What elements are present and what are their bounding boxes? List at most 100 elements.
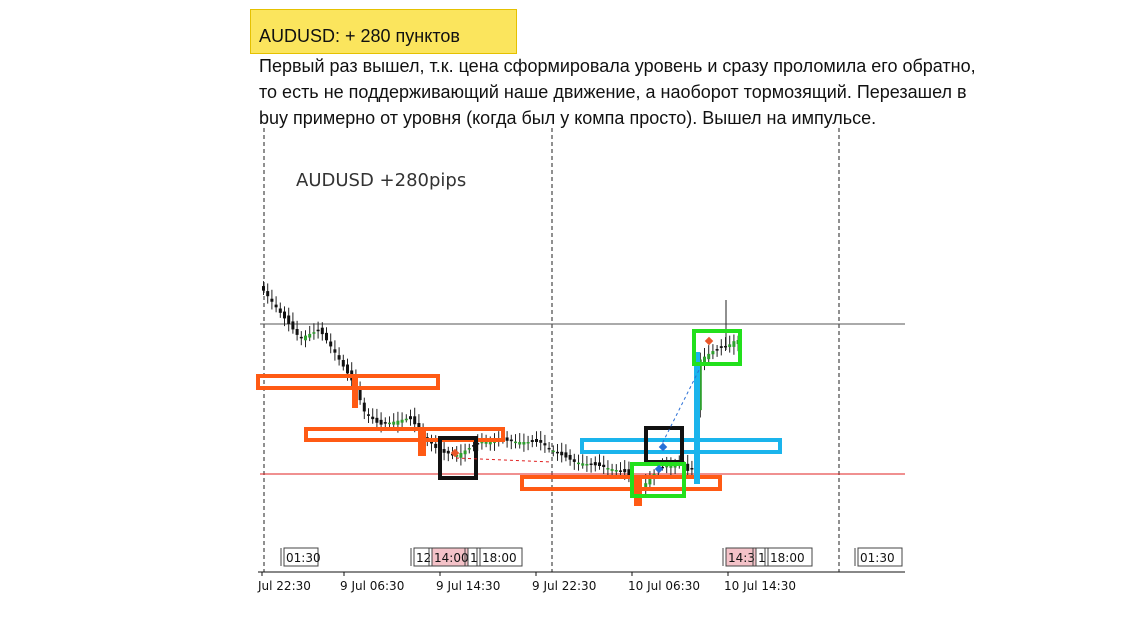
candle-body [341, 359, 345, 367]
candle-body [430, 441, 433, 444]
candle-body [270, 298, 274, 302]
candle-body [325, 332, 328, 341]
session-tag: 14:3 [728, 551, 755, 565]
support-zone [304, 427, 505, 442]
candle-body [530, 440, 534, 442]
x-axis-ticks: Jul 22:30 9 Jul 06:30 9 Jul 14:30 9 Jul 22:… [257, 572, 796, 593]
zones [256, 329, 782, 506]
session-tags: 01:30 12 14:00 1 18:00 14:3 1 18:00 01:30 [280, 547, 903, 567]
exit-marker [704, 336, 714, 346]
session-tag: 18:00 [482, 551, 517, 565]
session-tag: 01:30 [860, 551, 895, 565]
candle-body [392, 421, 396, 425]
session-tag-box [767, 547, 813, 567]
entry-box [438, 436, 478, 480]
candle-body [274, 304, 278, 308]
candle-body [543, 443, 547, 446]
candle-body [669, 464, 673, 468]
candle-body [278, 308, 282, 313]
breakout-bar [694, 352, 700, 484]
session-separators [263, 128, 840, 572]
session-tag-box [857, 547, 903, 567]
candle-body [308, 333, 312, 338]
trade-line [659, 367, 701, 449]
session-tag-box [479, 547, 523, 567]
session-tag: 14:00 [434, 551, 469, 565]
candle-body [463, 450, 467, 455]
candle-body [346, 364, 349, 374]
candle-body [304, 335, 307, 341]
candle-body [728, 344, 732, 348]
candle-body [266, 291, 270, 297]
candle-body [719, 346, 723, 348]
candle-body [661, 466, 664, 469]
candle-body [522, 442, 526, 445]
candle-body [467, 448, 471, 450]
candle-body [547, 447, 551, 450]
green-box [692, 329, 742, 366]
candle-body [358, 389, 362, 401]
green-box [630, 462, 686, 498]
candle-body [396, 420, 400, 425]
candle-body [614, 470, 618, 472]
candle-body [610, 469, 614, 471]
candle-body [455, 454, 459, 457]
support-zone [256, 374, 440, 390]
description-line: то есть не поддерживающий наше движение,… [259, 82, 967, 102]
candle-body [400, 419, 404, 423]
candle-body [535, 439, 538, 442]
trade-marks [450, 336, 714, 474]
session-tag: 18:00 [770, 551, 805, 565]
candle-body [488, 440, 492, 445]
candle-body [644, 483, 648, 491]
candle-body [287, 315, 291, 324]
support-zone-connector [418, 430, 426, 456]
candle-body [606, 468, 610, 470]
session-tag: 1 [758, 551, 766, 565]
candle-body [551, 450, 555, 453]
candle-body [690, 468, 694, 470]
candle-body [577, 462, 580, 465]
candle-body [698, 359, 702, 411]
candle-body [505, 437, 509, 441]
heading-highlight [250, 9, 517, 54]
x-tick-label: 10 Jul 14:30 [724, 579, 796, 593]
candle-body [333, 349, 337, 353]
candle-body [707, 353, 711, 360]
support-zone-connector [352, 378, 358, 408]
x-tick-label: 9 Jul 22:30 [532, 579, 596, 593]
candle-body [434, 443, 438, 448]
candle-body [283, 311, 286, 319]
candle-body [585, 463, 589, 466]
exit-marker [450, 448, 460, 458]
candle-body [291, 321, 295, 330]
candle-body [409, 416, 412, 420]
entry-marker [654, 464, 664, 474]
candle-body [602, 464, 606, 468]
candle-body [375, 417, 379, 423]
candle-body [526, 442, 530, 444]
candle-body [472, 445, 475, 447]
candle-body [446, 450, 450, 454]
candle-body [703, 356, 706, 363]
candle-body [623, 469, 627, 473]
candle-body [484, 441, 488, 444]
candle-body [518, 442, 522, 445]
candle-body [459, 452, 463, 458]
candle-body [556, 451, 559, 454]
candle-body [514, 441, 517, 444]
candle-body [686, 463, 690, 471]
candle-body [312, 332, 316, 334]
candle-body [509, 439, 513, 442]
candle-body [316, 329, 320, 332]
x-tick-label: 9 Jul 06:30 [340, 579, 404, 593]
candle-body [648, 478, 652, 485]
x-tick-label: Jul 22:30 [257, 579, 311, 593]
chart-title: AUDUSD +280pips [296, 170, 466, 191]
candle-body [665, 465, 669, 468]
session-tag: 12 [416, 551, 431, 565]
candle-body [379, 419, 383, 425]
candle-body [337, 355, 341, 360]
x-tick-label: 10 Jul 06:30 [628, 579, 700, 593]
candle-body [320, 327, 324, 335]
